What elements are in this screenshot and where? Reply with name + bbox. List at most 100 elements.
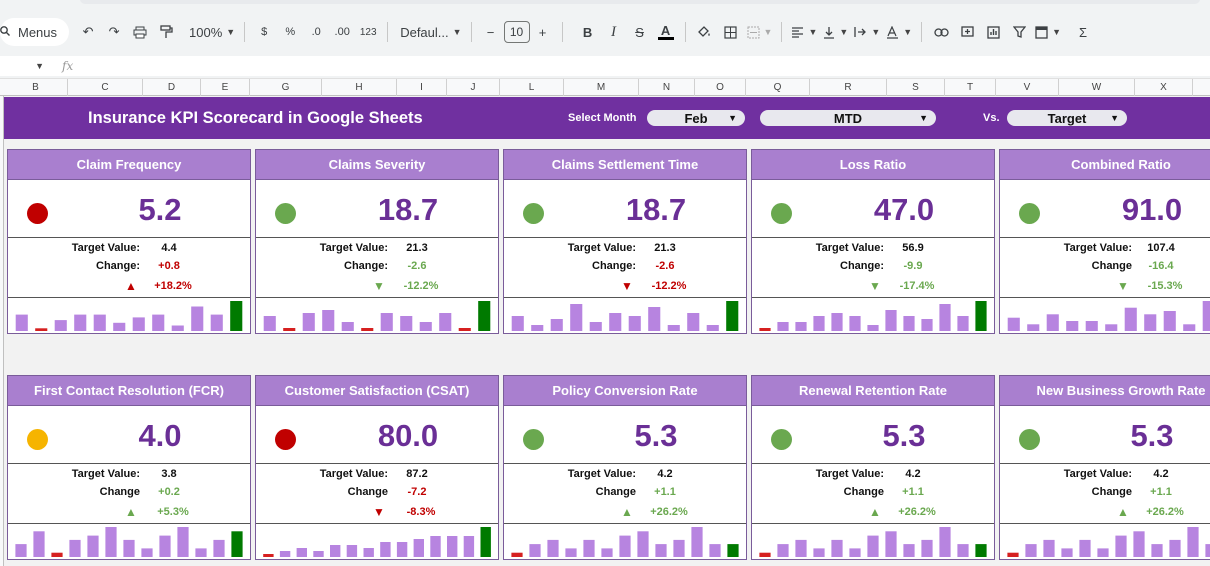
horizontal-align-icon[interactable]: ▼: [788, 18, 820, 46]
sparkline-bar: [330, 545, 341, 557]
dashboard-title: Insurance KPI Scorecard in Google Sheets: [88, 108, 423, 127]
sparkline-chart: [263, 527, 491, 557]
kpi-title: Claim Frequency: [8, 150, 250, 180]
currency-button[interactable]: $: [261, 26, 268, 38]
sparkline-bar: [396, 542, 408, 557]
column-header[interactable]: C: [68, 79, 143, 96]
column-header[interactable]: V: [996, 79, 1059, 96]
link-icon[interactable]: [928, 18, 954, 46]
column-header[interactable]: B: [4, 79, 68, 96]
redo-icon[interactable]: ↷: [108, 24, 120, 39]
column-header[interactable]: O: [695, 79, 746, 96]
target-value: 21.3: [654, 242, 676, 254]
arrow-down-icon: ▼: [373, 279, 385, 293]
sparkline-bar: [706, 325, 719, 331]
target-value: 4.2: [1153, 468, 1169, 480]
paint-format-icon[interactable]: [153, 18, 179, 46]
status-indicator-icon: [771, 429, 792, 450]
kpi-card: Combined Ratio 91.0 Target Value: 107.4 …: [999, 149, 1210, 334]
number-format-button[interactable]: 123: [359, 26, 377, 38]
column-header[interactable]: S: [887, 79, 945, 96]
zoom-select[interactable]: 100% ▼: [179, 18, 238, 46]
increase-decimal-button[interactable]: .00: [334, 26, 350, 38]
strikethrough-button[interactable]: S: [635, 24, 644, 40]
name-box-dropdown[interactable]: ▼: [35, 61, 44, 71]
column-header[interactable]: E: [201, 79, 250, 96]
functions-button[interactable]: Σ: [1079, 24, 1088, 40]
column-header[interactable]: D: [143, 79, 201, 96]
sparkline-bar: [283, 328, 296, 331]
sparkline-bar: [191, 306, 204, 331]
sparkline-chart: [15, 527, 243, 557]
column-header[interactable]: X: [1135, 79, 1193, 96]
column-header[interactable]: T: [945, 79, 996, 96]
trend-sparkline: [8, 299, 250, 333]
vs-label: Vs.: [983, 112, 1000, 124]
column-header[interactable]: G: [250, 79, 322, 96]
decrease-decimal-button[interactable]: .0: [311, 26, 321, 38]
table-view-icon[interactable]: ▼: [1032, 18, 1064, 46]
sparkline-bar: [177, 527, 189, 557]
column-header[interactable]: W: [1059, 79, 1135, 96]
font-size-decrease-button[interactable]: −: [486, 24, 495, 40]
month-dropdown[interactable]: Feb ▼: [647, 110, 745, 126]
sparkline-bar: [849, 316, 861, 331]
merge-cells-icon[interactable]: ▼: [744, 18, 776, 46]
menus-label: Menus: [18, 24, 58, 40]
sparkline-bar: [583, 539, 595, 557]
sparkline-bar: [231, 531, 243, 557]
change-value: +1.1: [654, 486, 676, 498]
chart-icon[interactable]: [980, 18, 1006, 46]
print-icon[interactable]: [127, 18, 153, 46]
column-header[interactable]: M: [564, 79, 639, 96]
sparkline-bar: [531, 325, 544, 331]
column-header[interactable]: R: [810, 79, 887, 96]
font-name: Defaul...: [400, 24, 449, 40]
borders-icon[interactable]: [718, 18, 744, 46]
kpi-title: Loss Ratio: [752, 150, 994, 180]
change-value: -2.6: [655, 260, 675, 272]
address-pill: [80, 0, 1200, 4]
divider: [684, 22, 686, 42]
column-header[interactable]: N: [639, 79, 695, 96]
column-header[interactable]: J: [447, 79, 500, 96]
sparkline-bar: [637, 531, 649, 557]
sparkline-bar: [903, 316, 915, 331]
compare-dropdown[interactable]: Target ▼: [1007, 110, 1127, 126]
arrow-up-icon: ▲: [869, 505, 881, 519]
text-wrap-icon[interactable]: ▼: [851, 18, 883, 46]
sparkline-bar: [313, 551, 324, 557]
text-rotation-icon[interactable]: ▼: [883, 18, 915, 46]
arrow-down-icon: ▼: [621, 279, 633, 293]
kpi-value: 5.3: [634, 418, 678, 453]
sparkline-bar: [141, 548, 153, 557]
font-select[interactable]: Defaul... ▼: [394, 18, 464, 46]
font-size-input[interactable]: 10: [503, 21, 530, 43]
sparkline-bar: [589, 322, 602, 331]
column-header[interactable]: H: [322, 79, 397, 96]
target-label: Target Value:: [567, 468, 636, 480]
kpi-main: 91.0: [1000, 180, 1210, 238]
sparkline-bar: [867, 535, 879, 557]
vertical-align-icon[interactable]: ▼: [820, 18, 851, 46]
percent-button[interactable]: %: [285, 26, 296, 38]
menus-button[interactable]: Menus: [0, 18, 70, 46]
row-gutter: [0, 96, 4, 566]
undo-icon[interactable]: ↶: [82, 24, 94, 39]
italic-button[interactable]: I: [611, 23, 617, 40]
period-dropdown[interactable]: MTD ▼: [760, 110, 936, 126]
bold-button[interactable]: B: [582, 24, 593, 40]
kpi-value: 18.7: [377, 192, 439, 227]
text-color-button[interactable]: A: [653, 18, 679, 46]
filter-icon[interactable]: [1006, 18, 1032, 46]
sparkline-bar: [1097, 548, 1109, 557]
fill-color-icon[interactable]: [692, 18, 718, 46]
column-header[interactable]: I: [397, 79, 447, 96]
kpi-value: 47.0: [873, 192, 935, 227]
sparkline-bar: [1007, 552, 1019, 557]
column-header[interactable]: Q: [746, 79, 810, 96]
sparkline-bar: [831, 539, 843, 557]
font-size-increase-button[interactable]: +: [538, 24, 547, 40]
comment-icon[interactable]: [954, 18, 980, 46]
column-header[interactable]: L: [500, 79, 564, 96]
